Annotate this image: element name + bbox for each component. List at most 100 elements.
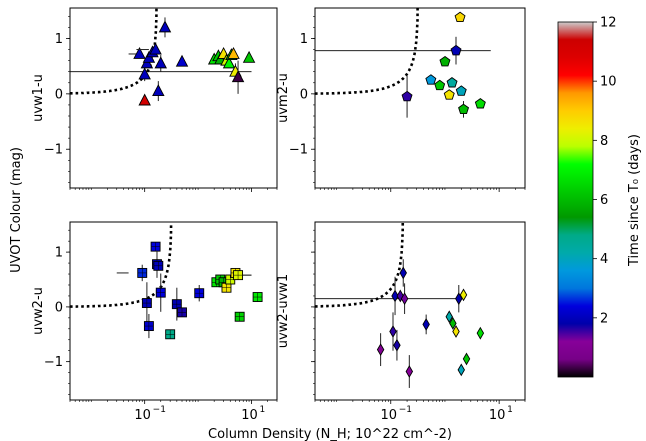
y-tick-label: 1	[55, 246, 63, 261]
plot-area	[315, 222, 485, 388]
data-point	[252, 292, 263, 302]
marker	[405, 365, 414, 378]
data-point	[234, 311, 245, 322]
model-curve	[315, 8, 419, 95]
data-point	[165, 329, 176, 340]
marker	[425, 74, 437, 85]
data-point	[242, 50, 256, 63]
colorbar-ticks: 2 4 6 8 10 12	[593, 16, 617, 326]
panel-y-label: uvw1-u	[31, 74, 46, 122]
data-point	[171, 287, 182, 321]
data-point	[177, 307, 187, 318]
marker	[154, 56, 168, 69]
data-point	[152, 81, 165, 102]
y-tick-label: 1	[55, 32, 63, 47]
data-point	[449, 316, 457, 330]
x-tick-label-exponent: −1	[153, 405, 166, 415]
data-point	[393, 329, 401, 361]
colorbar-tick-label: 12	[600, 16, 617, 31]
data-point	[455, 85, 467, 96]
data-point	[474, 98, 486, 109]
data-point	[476, 326, 485, 340]
data-point	[434, 79, 446, 91]
marker	[376, 343, 385, 357]
colorbar-tick-label: 10	[600, 75, 617, 90]
data-point	[445, 310, 453, 324]
marker	[434, 79, 446, 91]
data-point	[443, 89, 455, 100]
marker	[138, 93, 151, 106]
colorbar-tick-label: 8	[600, 134, 608, 149]
data-point	[450, 36, 462, 65]
marker	[222, 56, 236, 69]
y-tick-label: 0	[300, 87, 308, 102]
data-point	[222, 56, 236, 69]
axes-frame	[69, 7, 278, 189]
data-point	[231, 60, 245, 94]
marker	[393, 338, 401, 352]
model-curve	[70, 222, 173, 308]
marker	[459, 288, 468, 302]
panel-top-right: −1 0 1 uvm2-u	[276, 7, 526, 192]
data-point	[457, 363, 465, 377]
data-point	[136, 42, 162, 55]
data-point	[389, 312, 397, 351]
y-ticks: −1 0 1	[44, 16, 70, 183]
axes-frame	[314, 221, 526, 401]
y-tick-label: −1	[44, 143, 63, 158]
plot-area	[315, 8, 491, 118]
x-tick-label-exponent: 1	[260, 405, 266, 415]
marker	[443, 89, 455, 100]
data-point	[116, 264, 148, 282]
panel-y-label: uvw2-u	[31, 287, 46, 335]
y-ticks: −1 0 1	[44, 229, 70, 395]
x-ticks	[314, 188, 526, 192]
colorbar-tick-label: 6	[600, 193, 608, 208]
y-tick-label: −1	[289, 143, 308, 158]
marker	[158, 20, 172, 33]
data-point	[458, 101, 470, 118]
marker	[462, 352, 471, 366]
data-point	[158, 17, 172, 38]
colorbar-tick-label: 4	[600, 252, 608, 267]
y-tick-label: 0	[55, 300, 63, 315]
data-point	[459, 288, 468, 302]
x-tick-label-exponent: 1	[507, 405, 513, 415]
marker	[242, 50, 256, 63]
marker	[149, 42, 162, 55]
colorbar-gradient	[557, 21, 594, 378]
x-axis-label: Column Density (N_H; 10^22 cm^-2)	[208, 427, 452, 441]
data-point	[155, 273, 166, 312]
data-point	[405, 355, 414, 388]
y-ticks	[311, 229, 315, 395]
data-point	[439, 55, 451, 67]
marker	[152, 84, 165, 97]
marker	[439, 55, 451, 67]
marker	[231, 70, 245, 83]
axes-frame	[69, 221, 278, 401]
colorbar: 2 4 6 8 10 12 Time since T₀ (days)	[557, 16, 642, 378]
data-point	[454, 11, 466, 23]
panel-y-label: uvw2-uvw1	[276, 274, 291, 348]
marker	[227, 46, 240, 59]
data-point	[452, 325, 460, 338]
y-ticks: −1 0 1	[289, 16, 315, 183]
marker	[455, 85, 467, 96]
data-point	[400, 283, 409, 315]
x-tick-label: 10	[380, 408, 397, 423]
data-point	[194, 284, 205, 302]
x-axis-label-text: Column Density (N_H; 10^22 cm^-2)	[208, 427, 452, 441]
marker	[476, 326, 485, 340]
marker	[454, 11, 466, 23]
marker	[446, 77, 458, 88]
x-tick-label: 10	[134, 408, 151, 423]
marker	[450, 44, 462, 56]
x-ticks: 10 −1 10 1	[314, 400, 526, 423]
x-tick-label-exponent: −1	[399, 405, 412, 415]
colorbar-tick-label: 2	[600, 311, 608, 326]
x-tick-label: 10	[489, 408, 506, 423]
data-point	[462, 352, 471, 366]
